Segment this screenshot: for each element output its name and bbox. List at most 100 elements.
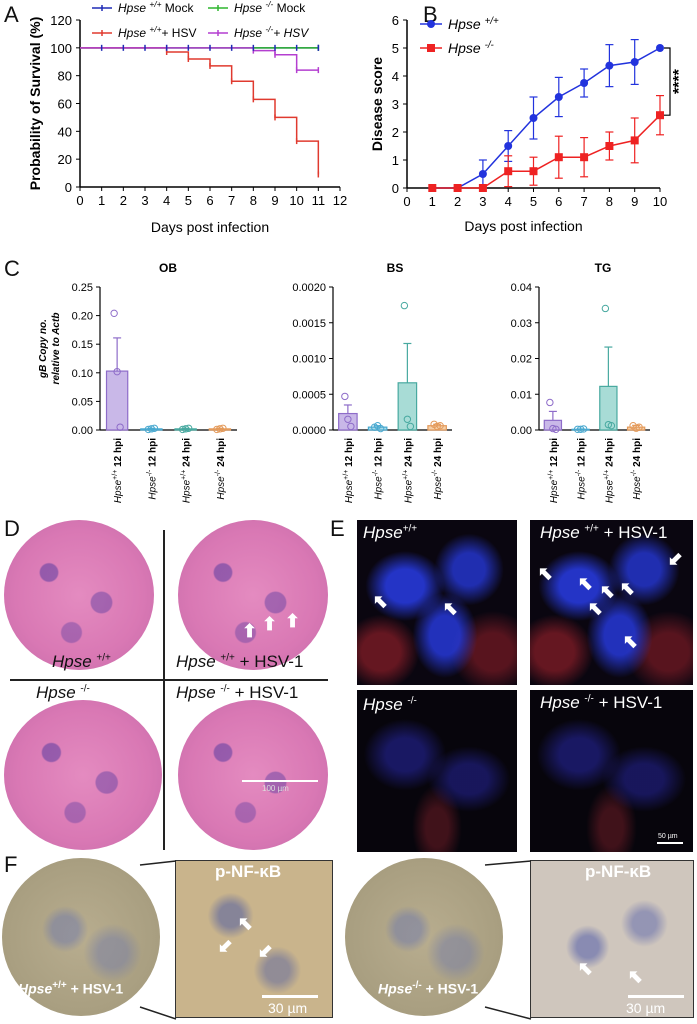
y-tick-label: 0.20	[72, 311, 93, 323]
category-label: Hpse-/- 24 hpi	[215, 438, 227, 500]
x-tick-label: 1	[98, 193, 105, 208]
data-point	[150, 424, 159, 432]
scale-bar	[628, 995, 684, 998]
panel-letter-f: F	[4, 852, 18, 877]
panel-letter-d: D	[4, 516, 20, 541]
y-axis-label: relative to Actb	[51, 313, 62, 385]
label-e-wt: Hpse+/+	[363, 523, 418, 542]
scale-bar-label: 100 µm	[262, 784, 289, 793]
legend-label: Hpse -/-+ HSV	[234, 24, 309, 40]
y-tick-label: 0.0005	[292, 389, 326, 401]
survival-series-line	[80, 47, 320, 175]
x-tick-label: 6	[206, 193, 213, 208]
y-tick-label: 0.25	[72, 282, 93, 294]
data-point	[110, 309, 118, 318]
y-tick-label: 80	[58, 69, 72, 84]
y-tick-label: 60	[58, 97, 72, 112]
label-d-wt-hsv: Hpse +/+ + HSV-1	[176, 652, 304, 671]
arrow-icon: ⬆	[242, 621, 258, 641]
data-point	[579, 425, 588, 433]
y-tick-label: 0.02	[511, 354, 532, 366]
data-point	[428, 184, 437, 192]
data-point	[341, 392, 349, 401]
y-tick-label: 0.05	[72, 396, 93, 408]
legend-label: Hpse +/+ Mock	[118, 0, 194, 15]
data-point	[376, 424, 385, 433]
category-label: Hpse+/+ 24 hpi	[402, 438, 414, 503]
he-image-ko-hsv	[178, 700, 328, 850]
scale-bar	[657, 842, 683, 844]
category-label: Hpse-/- 12 hpi	[576, 438, 588, 500]
y-tick-label: 0.01	[511, 389, 532, 401]
x-axis-label: Days post infection	[151, 219, 269, 235]
if-image-wt-hsv	[530, 520, 693, 685]
y-axis-label: gB Copy no.	[38, 319, 49, 379]
scale-bar-label: 30 µm	[626, 1000, 666, 1016]
panel-letter-e: E	[330, 516, 345, 541]
legend-label: Hpse +/++ HSV	[118, 24, 196, 40]
data-point	[478, 170, 487, 178]
data-point	[607, 422, 616, 430]
data-point	[554, 153, 563, 162]
y-tick-label: 0.0000	[292, 425, 326, 437]
y-tick-label: 5	[392, 41, 399, 56]
subplot-title: OB	[159, 261, 177, 275]
scale-bar	[262, 995, 318, 998]
if-image-ko	[357, 690, 517, 852]
y-tick-label: 0.0010	[292, 354, 326, 366]
data-point	[605, 142, 614, 150]
label-d-ko: Hpse -/-	[36, 683, 90, 702]
y-axis-label: Probability of Survival (%)	[27, 17, 43, 190]
data-point	[635, 423, 643, 431]
y-tick-label: 1	[392, 153, 399, 168]
x-tick-label: 0	[76, 193, 83, 208]
data-point	[554, 93, 563, 101]
y-tick-label: 3	[392, 97, 399, 112]
if-image-ko-hsv	[530, 690, 693, 852]
data-point	[147, 425, 156, 433]
data-point	[504, 142, 513, 150]
y-tick-label: 4	[392, 69, 399, 84]
ihc-image-ko-hsv	[345, 858, 503, 1016]
legend-label: Hpse +/+	[448, 16, 499, 32]
panel-letter-a: A	[4, 2, 19, 27]
panel-letter-b: B	[423, 2, 438, 27]
label-e-wt-hsv: Hpse +/+ + HSV-1	[540, 523, 668, 542]
data-point	[630, 58, 639, 66]
panel-letter-c: C	[4, 256, 20, 281]
x-tick-label: 6	[555, 194, 562, 209]
legend-label: Hpse -/-	[448, 40, 495, 56]
data-point	[601, 304, 610, 313]
y-tick-label: 0.15	[72, 339, 93, 351]
data-point	[529, 167, 538, 176]
y-tick-label: 120	[50, 13, 72, 28]
data-point	[580, 153, 589, 162]
x-tick-label: 9	[271, 193, 278, 208]
score-series-line	[432, 114, 661, 189]
x-tick-label: 5	[530, 194, 537, 209]
category-label: Hpse-/- 12 hpi	[373, 438, 385, 500]
data-point	[656, 111, 664, 120]
he-image-ko	[4, 700, 162, 850]
category-label: Hpse-/- 24 hpi	[432, 438, 444, 500]
category-label: Hpse+/+ 24 hpi	[181, 438, 193, 503]
x-tick-label: 10	[653, 194, 667, 209]
data-point	[116, 423, 124, 431]
x-tick-label: 12	[333, 193, 347, 208]
score-series-line	[432, 47, 661, 189]
y-tick-label: 0.00	[511, 425, 532, 437]
x-tick-label: 11	[312, 193, 326, 208]
if-image-wt	[357, 520, 517, 685]
ihc-zoom-ko-hsv	[530, 860, 694, 1018]
data-point	[181, 425, 190, 433]
x-tick-label: 3	[141, 193, 148, 208]
data-point	[406, 422, 415, 431]
x-tick-label: 3	[479, 194, 486, 209]
category-label: Hpse-/- 12 hpi	[146, 438, 158, 500]
y-axis-label: Disease score	[369, 57, 385, 151]
stain-label-ko: p-NF-κB	[585, 862, 652, 881]
y-tick-label: 40	[58, 124, 72, 139]
he-image-wt	[4, 520, 154, 670]
legend-marker	[427, 20, 435, 28]
